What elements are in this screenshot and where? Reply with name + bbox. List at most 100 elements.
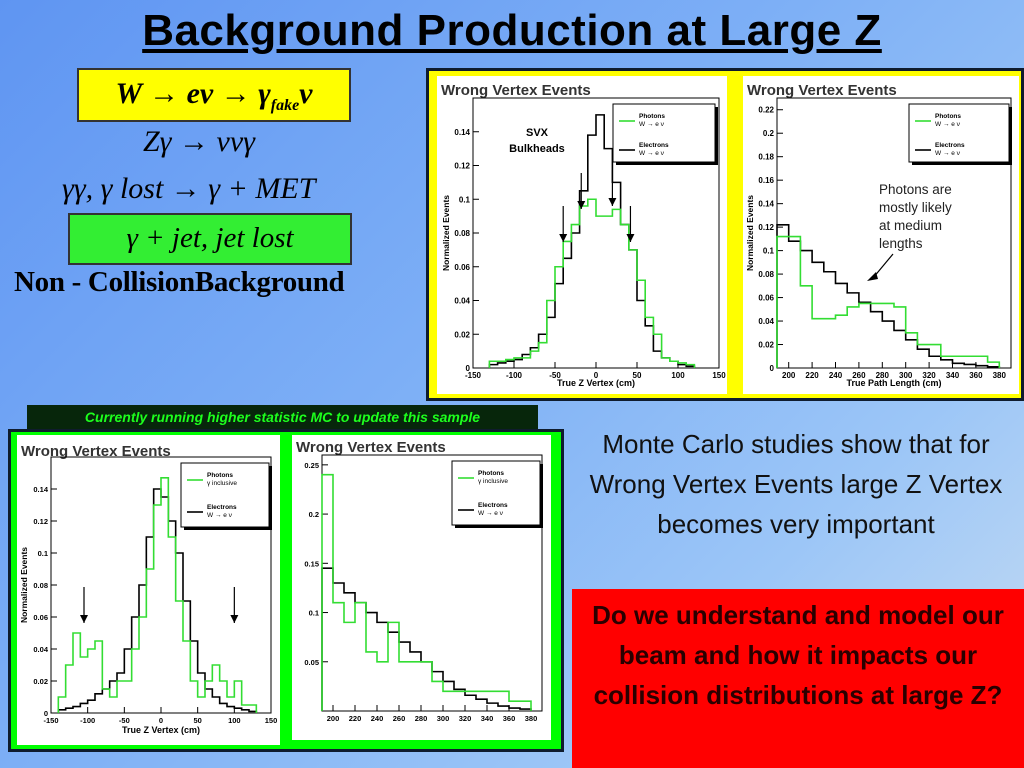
x-tick-label: 220 (349, 714, 362, 723)
y-tick-label: 0.2 (763, 129, 775, 138)
legend-label: Photons (639, 113, 665, 120)
marker-arrow-head (577, 201, 586, 209)
y-tick-label: 0 (770, 364, 775, 373)
legend-box (451, 460, 541, 526)
legend-label: Electrons (639, 142, 669, 149)
legend-box (908, 103, 1010, 163)
y-tick-label: 0.14 (33, 485, 48, 494)
x-tick-label: -150 (465, 371, 482, 380)
y-tick-label: 0.14 (758, 200, 774, 209)
chart-svg-0: Wrong Vertex Events 0 0.02 0.04 0.06 0.08 0.1 0… (441, 82, 726, 388)
series-line-photons (57, 477, 258, 713)
chart-svg-3: Wrong Vertex Events 0.05 0.1 0.15 0.2 0.25 200… (296, 439, 543, 723)
series-line-electrons (776, 223, 1001, 368)
formula-z-gamma: Zγ → ννγ (143, 125, 255, 158)
x-tick-label: 320 (922, 371, 936, 380)
x-tick-label: 380 (993, 371, 1007, 380)
monte-carlo-text: Monte Carlo studies show that for Wrong … (589, 429, 1003, 539)
legend-sublabel: W → e ν (478, 510, 503, 517)
x-tick-label: 260 (852, 371, 866, 380)
y-tick-label: 0.08 (33, 581, 48, 590)
y-tick-label: 0.12 (454, 162, 470, 171)
formula-w-enu-fake: W → eν → γfakeν (77, 68, 351, 122)
y-tick-label: 0.06 (454, 263, 470, 272)
legend-label: Electrons (935, 142, 965, 149)
y-tick-label: 0.06 (758, 294, 774, 303)
y-tick-label: 0 (466, 364, 471, 373)
y-tick-label: 0.12 (758, 223, 774, 232)
annotation-photons-line: lengths (879, 236, 923, 251)
x-tick-label: 240 (371, 714, 384, 723)
chart-path-length-electrons-photons: Wrong Vertex Events 0 0.02 0.04 0.06 0.08 0.1 0… (743, 76, 1019, 394)
x-tick-label: 360 (503, 714, 516, 723)
y-tick-label: 0.1 (309, 609, 319, 618)
annotation-bulkheads: Bulkheads (509, 143, 565, 155)
chart-z-vertex-electrons-photons: Wrong Vertex Events 0 0.02 0.04 0.06 0.08 0.1 0… (437, 76, 727, 394)
x-tick-label: 50 (633, 371, 642, 380)
y-tick-label: 0.04 (758, 317, 774, 326)
legend-label: Photons (207, 472, 233, 479)
x-tick-label: 0 (159, 716, 163, 725)
x-tick-label: 220 (805, 371, 819, 380)
top-chart-panel: Wrong Vertex Events 0 0.02 0.04 0.06 0.08 0.1 0… (426, 68, 1024, 401)
x-tick-label: 340 (946, 371, 960, 380)
x-tick-label: 200 (327, 714, 340, 723)
x-tick-label: 360 (969, 371, 983, 380)
chart-title: Wrong Vertex Events (441, 82, 591, 99)
legend-box (612, 103, 716, 163)
y-tick-label: 0.04 (454, 297, 470, 306)
formula-fake-sub: fake (270, 97, 300, 114)
chart-title: Wrong Vertex Events (296, 439, 446, 456)
x-tick-label: 280 (876, 371, 890, 380)
formula-w-enu-main: W → eν → γ (115, 77, 271, 110)
x-axis-label: True Z Vertex (cm) (122, 725, 200, 735)
chart-z-vertex-inclusive: Wrong Vertex Events 0 0.02 0.04 0.06 0.08 0.1 0… (17, 435, 280, 745)
legend-sublabel: γ inclusive (207, 480, 237, 487)
formula-non-collision: Non - CollisionBackground (14, 266, 345, 298)
x-tick-label: 340 (481, 714, 494, 723)
series-line-photons (321, 473, 532, 711)
x-tick-label: 260 (393, 714, 406, 723)
y-tick-label: 0.1 (38, 549, 48, 558)
legend-box (180, 462, 270, 528)
series-line-photons (488, 198, 696, 368)
y-tick-label: 0.06 (33, 613, 48, 622)
y-tick-label: 0.05 (304, 658, 319, 667)
y-tick-label: 0.08 (758, 270, 774, 279)
x-tick-label: 300 (899, 371, 913, 380)
y-tick-label: 0.02 (33, 677, 48, 686)
y-tick-label: 0.02 (758, 341, 774, 350)
x-tick-label: 50 (193, 716, 201, 725)
question-box: Do we understand and model our beam and … (572, 589, 1024, 768)
marker-arrow-head (80, 615, 88, 623)
x-tick-label: 380 (525, 714, 538, 723)
marker-arrow-head (559, 234, 568, 242)
x-axis-label: True Z Vertex (cm) (557, 378, 635, 388)
annotation-photons-line: mostly likely (879, 200, 952, 215)
y-tick-label: 0.1 (763, 247, 775, 256)
formula-gamma-jet: γ + jet, jet lost (68, 213, 352, 265)
annotation-svx: SVX (526, 127, 549, 139)
mc-update-note: Currently running higher statistic MC to… (27, 405, 538, 429)
y-tick-label: 0 (44, 709, 48, 718)
y-tick-label: 0.16 (758, 176, 774, 185)
formula-gamma-lost-met: γγ, γ lost → γ + MET (62, 172, 316, 205)
y-tick-label: 0.08 (454, 229, 470, 238)
x-tick-label: 100 (671, 371, 685, 380)
y-tick-label: 0.18 (758, 153, 774, 162)
x-axis-label: True Path Length (cm) (846, 378, 941, 388)
x-tick-label: 150 (265, 716, 278, 725)
legend-sublabel: W → e ν (639, 121, 664, 128)
legend-sublabel: γ inclusive (478, 478, 508, 485)
x-tick-label: -50 (549, 371, 561, 380)
y-axis-label: Normalized Events (441, 195, 451, 271)
marker-arrow-head (626, 234, 635, 242)
chart-svg-2: Wrong Vertex Events 0 0.02 0.04 0.06 0.08 0.1 0… (19, 443, 278, 735)
y-tick-label: 0.25 (304, 461, 319, 470)
x-tick-label: 280 (415, 714, 428, 723)
annotation-photons-line: at medium (879, 218, 942, 233)
legend-sublabel: W → e ν (935, 121, 960, 128)
y-tick-label: 0.22 (758, 106, 774, 115)
bottom-chart-panel: Wrong Vertex Events 0 0.02 0.04 0.06 0.08 0.1 0… (8, 429, 564, 752)
legend-sublabel: W → e ν (207, 512, 232, 519)
